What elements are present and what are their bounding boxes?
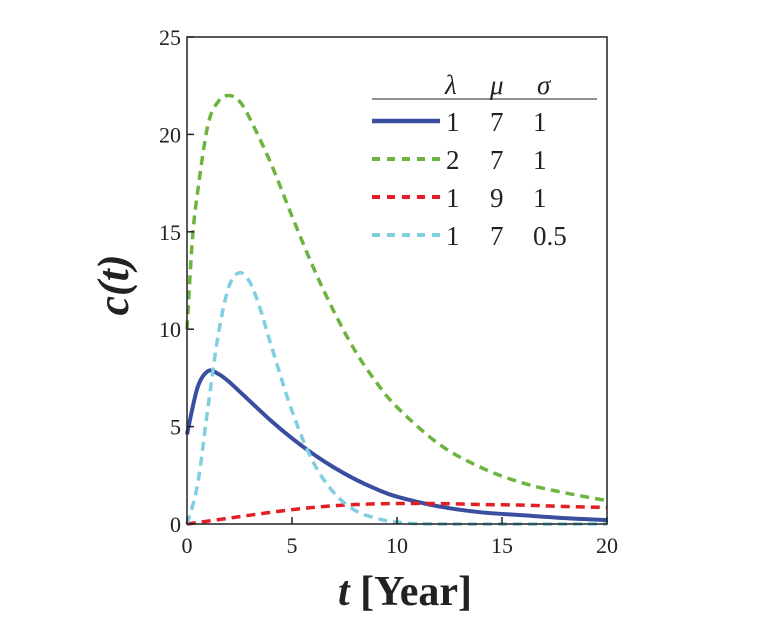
x-axis-label: t [Year] [338,569,472,615]
legend-header-sigma: σ [537,70,552,100]
legend-value: 2 [446,145,460,175]
legend: λ μ σ 1 7 12 7 11 9 11 7 0.5 [372,70,597,251]
legend-value: 1 [533,107,547,137]
y-tick-label: 15 [159,220,181,245]
x-tick-label: 0 [182,533,193,558]
y-tick-label: 20 [159,122,181,147]
series-line [186,501,608,526]
legend-value: 1 [533,183,547,213]
x-tick-label: 10 [386,533,408,558]
ticks: 0 5 10 15 20 0 5 10 15 20 25 [159,25,618,558]
legend-value: 7 [490,107,504,137]
legend-value: 9 [490,183,504,213]
x-tick-label: 20 [596,533,618,558]
legend-header-lambda: λ [444,70,457,100]
y-axis-label: c(t) [89,254,138,315]
legend-value: 1 [446,183,460,213]
curves [185,93,608,526]
legend-value: 1 [446,221,460,251]
legend-value: 1 [533,145,547,175]
y-tick-label: 0 [170,512,181,537]
legend-value: 1 [446,107,460,137]
legend-value: 7 [490,221,504,251]
legend-value: 0.5 [533,221,567,251]
series-line [185,270,608,526]
y-tick-label: 10 [159,317,181,342]
x-tick-label: 5 [287,533,298,558]
y-tick-label: 5 [170,415,181,440]
legend-value: 7 [490,145,504,175]
x-tick-label: 15 [491,533,513,558]
series-line [185,368,608,523]
legend-header-mu: μ [489,70,504,100]
y-tick-label: 25 [159,25,181,50]
